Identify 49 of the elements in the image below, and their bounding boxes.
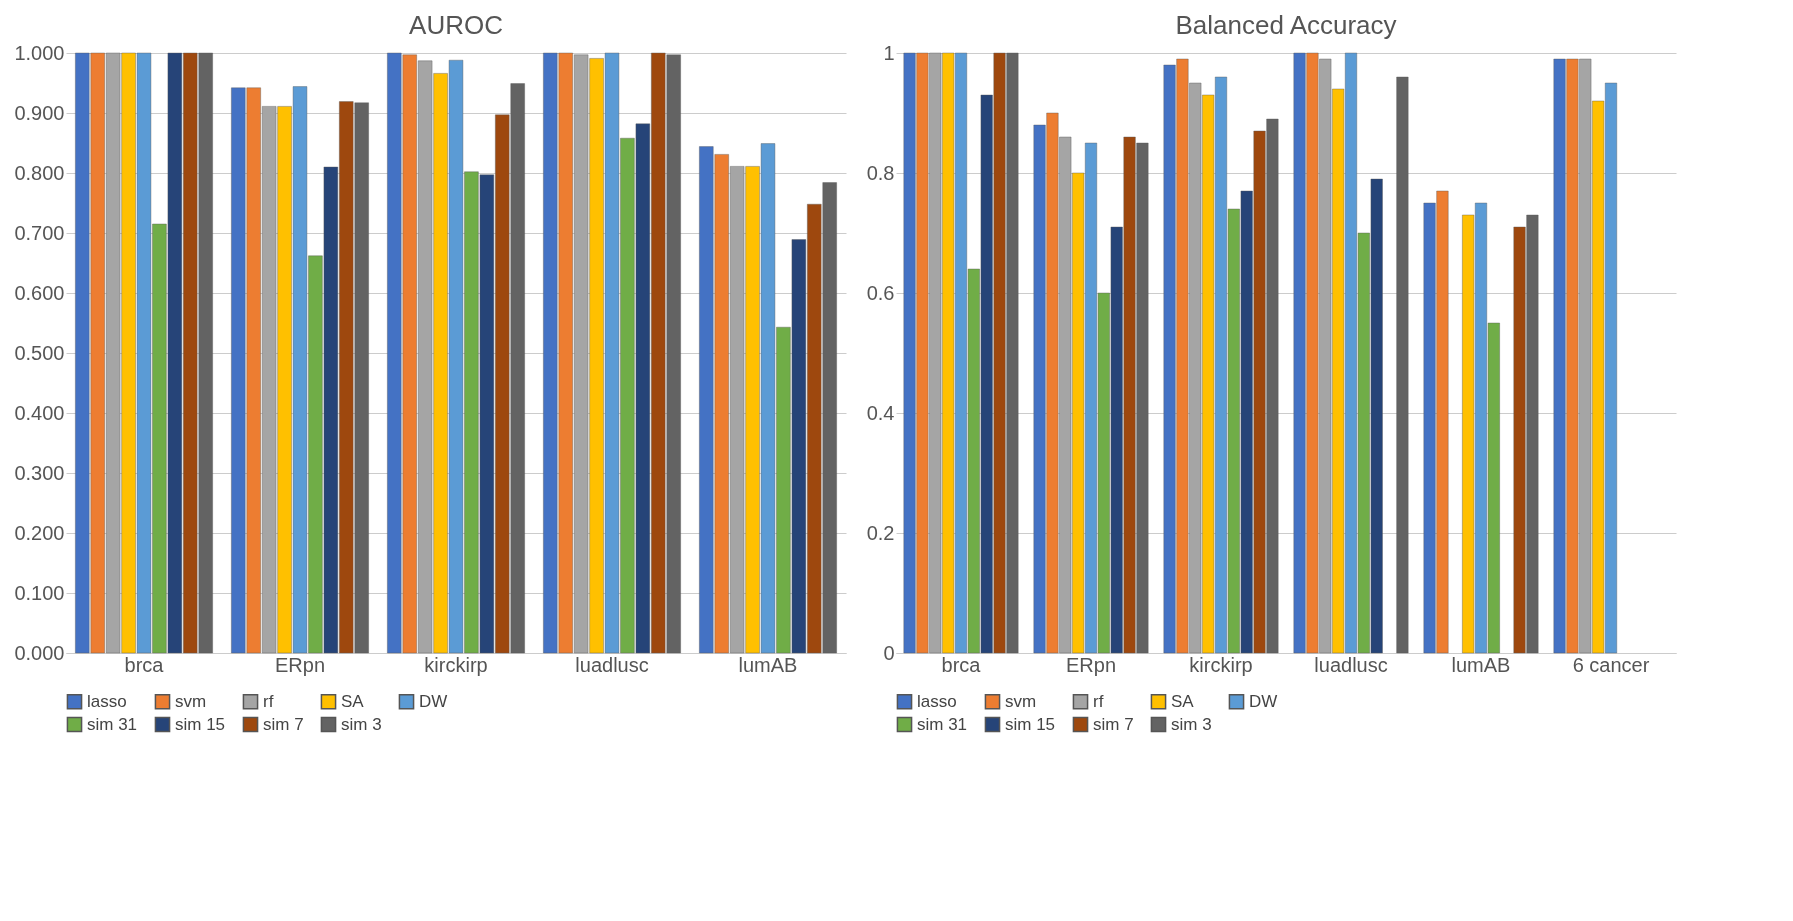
legend-label: rf — [1093, 691, 1104, 711]
y-tick-label: 0.200 — [14, 521, 65, 544]
y-tick-label: 0 — [883, 641, 895, 664]
legend-label: sim 7 — [1093, 714, 1134, 734]
x-tick-label: kirckirp — [424, 653, 488, 676]
legend-label: sim 31 — [87, 714, 138, 734]
chart-title: Balanced Accuracy — [1175, 10, 1397, 40]
legend-label: sim 31 — [917, 714, 968, 734]
legend-label: sim 3 — [341, 714, 382, 734]
y-tick-label: 0.2 — [866, 521, 895, 544]
legend-label: sim 3 — [1171, 714, 1212, 734]
legend-label: lasso — [917, 691, 957, 711]
x-tick-label: brca — [124, 653, 165, 676]
y-tick-label: 1.000 — [14, 41, 65, 64]
y-tick-label: 0.800 — [14, 161, 65, 184]
y-tick-label: 0.100 — [14, 581, 65, 604]
y-tick-label: 0.900 — [14, 101, 65, 124]
y-tick-label: 0.700 — [14, 221, 65, 244]
legend-label: DW — [1249, 691, 1278, 711]
legend-label: SA — [341, 691, 365, 711]
legend-label: svm — [175, 691, 207, 711]
legend-label: lasso — [87, 691, 127, 711]
legend-label: svm — [1005, 691, 1037, 711]
x-tick-label: lumAB — [1451, 653, 1511, 676]
legend-label: sim 7 — [263, 714, 304, 734]
x-tick-label: kirckirp — [1189, 653, 1253, 676]
y-tick-label: 0.8 — [866, 161, 895, 184]
y-tick-label: 0.4 — [866, 401, 895, 424]
bar — [1396, 76, 1409, 654]
x-tick-label: 6 cancer — [1572, 653, 1650, 676]
legend-label: DW — [419, 691, 448, 711]
y-tick-label: 0.000 — [14, 641, 65, 664]
y-tick-label: 0.6 — [866, 281, 895, 304]
y-tick-label: 1 — [883, 41, 895, 64]
y-tick-label: 0.400 — [14, 401, 65, 424]
y-tick-label: 0.500 — [14, 341, 65, 364]
legend-label: sim 15 — [175, 714, 226, 734]
y-tick-label: 0.300 — [14, 461, 65, 484]
x-tick-label: luadlusc — [1314, 653, 1388, 676]
legend-label: SA — [1171, 691, 1195, 711]
x-tick-label: luadlusc — [575, 653, 649, 676]
x-tick-label: lumAB — [738, 653, 798, 676]
x-tick-label: ERpn — [274, 653, 326, 676]
x-tick-label: ERpn — [1065, 653, 1117, 676]
y-tick-label: 0.600 — [14, 281, 65, 304]
legend-label: sim 15 — [1005, 714, 1056, 734]
legend-label: rf — [263, 691, 274, 711]
x-tick-label: brca — [941, 653, 982, 676]
chart-title: AUROC — [409, 10, 503, 40]
